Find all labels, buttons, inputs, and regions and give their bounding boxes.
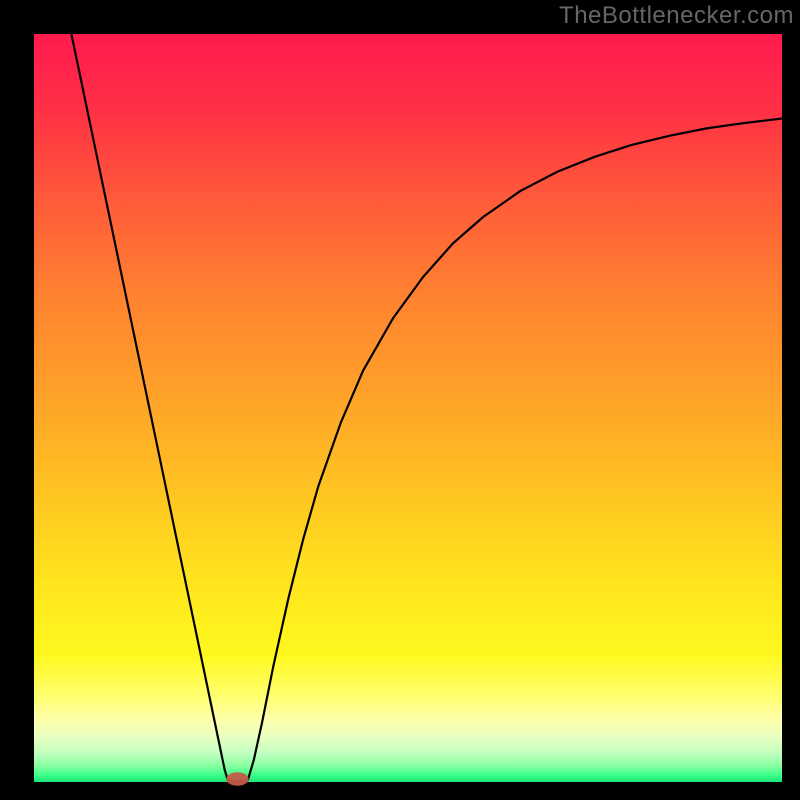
minimum-marker: [226, 772, 248, 785]
gradient-background: [34, 34, 782, 782]
plot-area: [34, 34, 782, 782]
chart-wrapper: TheBottlenecker.com: [0, 0, 800, 800]
watermark-label: TheBottlenecker.com: [559, 2, 794, 30]
plot-svg: [34, 34, 782, 782]
